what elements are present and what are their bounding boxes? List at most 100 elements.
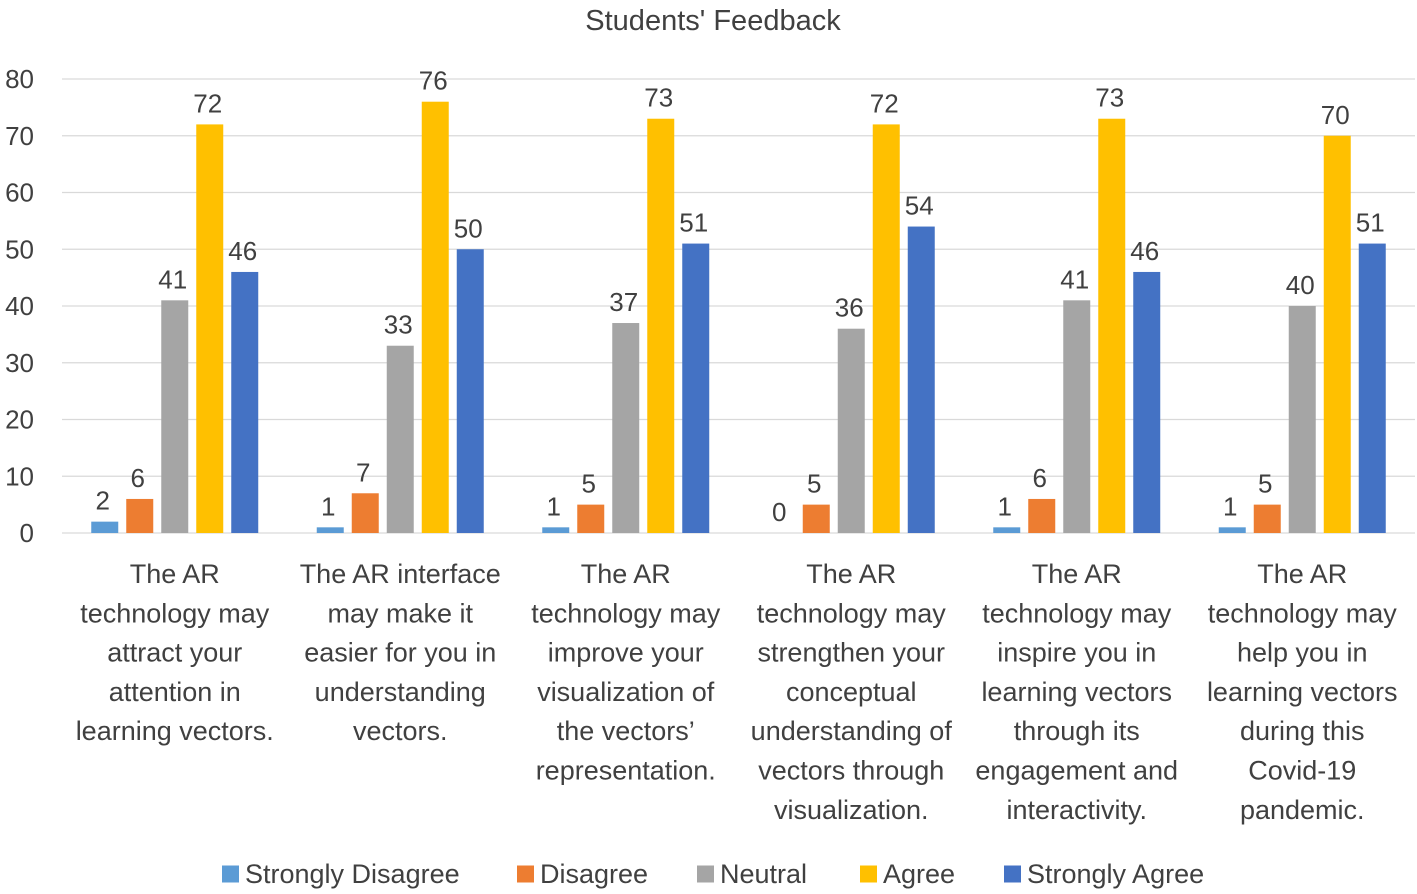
category-label-line: pandemic. xyxy=(1240,795,1365,825)
bar xyxy=(1358,243,1386,533)
data-labels: 2641724617337650153773510536725416417346… xyxy=(96,66,1385,527)
y-tick-label: 30 xyxy=(5,348,34,378)
data-label: 5 xyxy=(807,469,821,499)
bar xyxy=(386,345,414,533)
bar xyxy=(1218,527,1246,533)
category-label-line: interactivity. xyxy=(1006,795,1147,825)
y-tick-label: 20 xyxy=(5,405,34,435)
legend-swatch xyxy=(697,865,714,883)
bar xyxy=(993,527,1021,533)
data-label: 1 xyxy=(321,491,335,521)
bar xyxy=(126,498,154,533)
legend-item: Agree xyxy=(860,859,955,889)
category-label-line: conceptual xyxy=(786,677,917,707)
y-tick-label: 60 xyxy=(5,178,34,208)
category-label-line: improve your xyxy=(548,638,704,668)
bar xyxy=(316,527,344,533)
bar xyxy=(91,521,119,533)
category-label: The AR technology may strengthen your conce… xyxy=(751,559,953,825)
data-label: 6 xyxy=(131,463,145,493)
gridlines xyxy=(62,78,1415,534)
category-label-line: The AR xyxy=(1257,559,1347,589)
legend-item: Neutral xyxy=(697,859,807,889)
legend-label: Agree xyxy=(883,859,955,889)
legend-swatch xyxy=(860,865,877,883)
category-label-line: learning vectors. xyxy=(76,716,274,746)
y-tick-label: 40 xyxy=(5,291,34,321)
legend-label: Strongly Disagree xyxy=(245,859,460,889)
legend-item: Disagree xyxy=(517,859,648,889)
bar xyxy=(802,504,830,533)
bar xyxy=(1323,135,1351,533)
category-label-line: The AR xyxy=(806,559,896,589)
y-tick-label: 0 xyxy=(20,518,34,548)
data-label: 72 xyxy=(870,88,899,118)
data-label: 51 xyxy=(679,208,708,238)
category-label-line: engagement and xyxy=(975,756,1178,786)
category-label-line: during this xyxy=(1240,716,1365,746)
bar xyxy=(872,124,900,534)
data-label: 76 xyxy=(419,66,448,96)
data-label: 46 xyxy=(1130,236,1159,266)
category-label-line: vectors. xyxy=(353,716,448,746)
bar xyxy=(612,323,640,533)
legend-item: Strongly Disagree xyxy=(222,859,460,889)
data-label: 73 xyxy=(644,83,673,113)
bar xyxy=(196,124,224,534)
bar xyxy=(1063,300,1091,533)
bar xyxy=(1288,306,1316,533)
category-label-line: attract your xyxy=(107,638,242,668)
category-label-line: inspire you in xyxy=(997,638,1156,668)
category-label-line: representation. xyxy=(536,756,716,786)
data-label: 6 xyxy=(1033,463,1047,493)
data-label: 40 xyxy=(1286,270,1315,300)
data-label: 73 xyxy=(1095,83,1124,113)
data-label: 41 xyxy=(158,264,187,294)
category-label-line: technology may xyxy=(982,598,1172,628)
category-label-line: visualization of xyxy=(537,677,715,707)
category-label-line: The AR interface xyxy=(300,559,501,589)
data-label: 1 xyxy=(998,491,1012,521)
data-label: 7 xyxy=(356,457,370,487)
data-label: 33 xyxy=(384,310,413,340)
y-tick-label: 50 xyxy=(5,234,34,264)
data-label: 41 xyxy=(1060,264,1089,294)
category-labels: The AR technology may attract your attentio… xyxy=(76,559,1398,825)
category-label-line: learning vectors xyxy=(981,677,1172,707)
chart-title: Students' Feedback xyxy=(585,5,841,37)
data-label: 46 xyxy=(228,236,257,266)
legend-label: Strongly Agree xyxy=(1027,859,1204,889)
data-label: 54 xyxy=(905,191,934,221)
legend: Strongly Disagree Disagree Neutral Agree Str… xyxy=(222,859,1204,889)
category-label: The AR technology may inspire you in learni… xyxy=(975,559,1178,825)
bar xyxy=(542,527,570,533)
data-label: 51 xyxy=(1356,208,1385,238)
bar xyxy=(647,118,675,533)
legend-swatch xyxy=(222,865,239,883)
category-label: The AR interface may make it easier for yo… xyxy=(300,559,501,746)
y-tick-label: 10 xyxy=(5,461,34,491)
category-label-line: technology may xyxy=(757,598,947,628)
bar xyxy=(231,271,259,533)
data-label: 72 xyxy=(193,88,222,118)
bar xyxy=(1098,118,1126,533)
category-label-line: The AR xyxy=(581,559,671,589)
category-label-line: attention in xyxy=(109,677,241,707)
category-label-line: understanding of xyxy=(751,716,953,746)
category-label-line: technology may xyxy=(1208,598,1398,628)
data-label: 0 xyxy=(772,497,786,527)
data-label: 50 xyxy=(454,213,483,243)
category-label: The AR technology may improve your visualiz… xyxy=(531,559,721,786)
data-label: 37 xyxy=(609,287,638,317)
category-label-line: easier for you in xyxy=(304,638,496,668)
bar xyxy=(837,328,865,533)
legend-swatch xyxy=(517,865,534,883)
category-label: The AR technology may help you in learning … xyxy=(1207,559,1398,825)
bar xyxy=(161,300,189,533)
category-label-line: may make it xyxy=(327,598,473,628)
bar xyxy=(351,493,379,533)
category-label-line: Covid-19 xyxy=(1248,756,1356,786)
category-label-line: visualization. xyxy=(774,795,929,825)
